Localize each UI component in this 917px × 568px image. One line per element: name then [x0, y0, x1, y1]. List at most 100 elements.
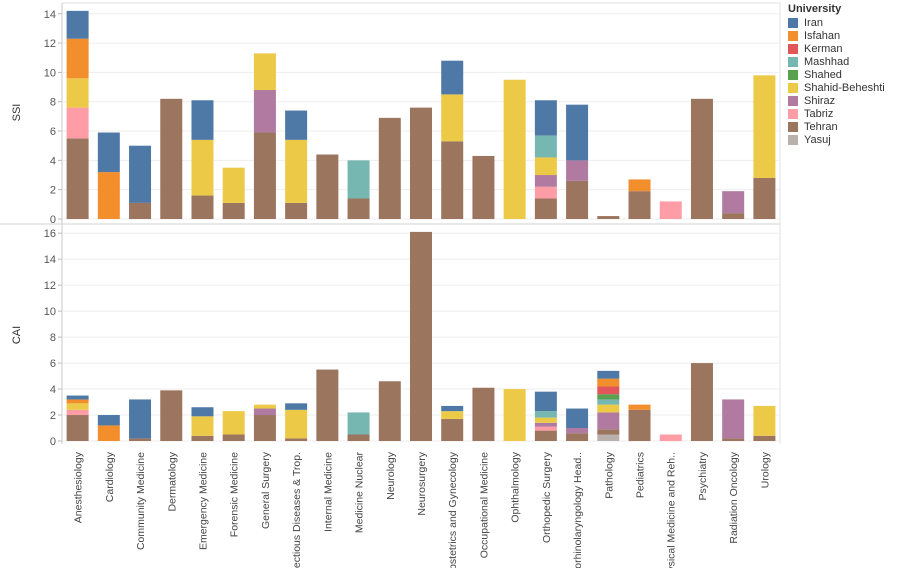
- bar-cai-infectious-diseases-trop-iran: [285, 403, 308, 410]
- bar-ssi-emergency-medicine-shahid-beheshti: [191, 139, 214, 196]
- bar-ssi-forensic-medicine-shahid-beheshti: [222, 167, 245, 203]
- x-tick-label-general-surgery: General Surgery: [260, 451, 272, 529]
- bar-cai-pathology-yasuj: [597, 434, 620, 441]
- bar-cai-ophthalmology-shahid-beheshti: [503, 389, 526, 441]
- legend-label-shiraz: Shiraz: [804, 95, 836, 108]
- bar-ssi-otorhinolaryngology-head-shiraz: [566, 160, 589, 181]
- legend-item-yasuj: Yasuj: [788, 134, 913, 147]
- legend-swatch-kerman: [788, 43, 798, 54]
- legend-swatch-tehran: [788, 122, 798, 133]
- bar-cai-neurology-tehran: [378, 381, 401, 441]
- y-tick-label-ssi-14: 14: [44, 9, 56, 21]
- legend-items: Iran Isfahan Kerman Mashhad Shahed Shahid-Beh…: [788, 16, 913, 147]
- bar-ssi-infectious-diseases-trop-iran: [285, 110, 308, 140]
- legend-label-shahed: Shahed: [804, 68, 842, 81]
- bar-cai-orthopedic-surgery-tehran: [534, 430, 557, 441]
- x-tick-label-internal-medicine: Internal Medicine: [322, 452, 334, 532]
- bar-ssi-anesthesiology-isfahan: [66, 38, 89, 79]
- x-tick-label-medicine-nuclear: Medicine Nuclear: [354, 452, 366, 534]
- bar-cai-obstetrics-and-gynecology-iran: [441, 405, 464, 412]
- legend-item-iran: Iran: [788, 16, 913, 29]
- legend-label-yasuj: Yasuj: [804, 134, 831, 147]
- bar-cai-dermatology-tehran: [160, 390, 183, 441]
- legend-title: University: [788, 3, 842, 15]
- bar-cai-general-surgery-tehran: [253, 415, 276, 441]
- legend-item-tabriz: Tabriz: [788, 108, 913, 121]
- bar-cai-community-medicine-tehran: [129, 438, 152, 441]
- bar-cai-medicine-nuclear-tehran: [347, 434, 370, 441]
- bar-ssi-radiation-oncology-tehran: [722, 213, 745, 219]
- x-tick-label-occupational-medicine: Occupational Medicine: [478, 452, 490, 558]
- legend-swatch-iran: [788, 17, 798, 28]
- bar-cai-cardiology-iran: [97, 415, 120, 426]
- bar-ssi-occupational-medicine-tehran: [472, 155, 495, 219]
- bar-ssi-urology-shahid-beheshti: [753, 75, 776, 178]
- legend-swatch-shiraz: [788, 96, 798, 107]
- bar-cai-internal-medicine-tehran: [316, 369, 339, 441]
- x-tick-label-cardiology: Cardiology: [104, 451, 116, 502]
- legend-label-isfahan: Isfahan: [804, 29, 841, 42]
- bar-ssi-physical-medicine-and-reh-tabriz: [659, 201, 682, 219]
- bar-cai-orthopedic-surgery-tabriz: [534, 426, 557, 431]
- bar-cai-radiation-oncology-shiraz: [722, 399, 745, 439]
- bar-cai-pediatrics-isfahan: [628, 404, 651, 410]
- bar-cai-pathology-iran: [597, 370, 620, 379]
- x-tick-label-psychiatry: Psychiatry: [697, 451, 709, 500]
- bar-ssi-anesthesiology-tabriz: [66, 107, 89, 139]
- bar-ssi-cardiology-iran: [97, 132, 120, 173]
- legend: University Iran Isfahan Kerman Mashhad Shahe…: [788, 3, 913, 147]
- bar-cai-occupational-medicine-tehran: [472, 387, 495, 441]
- bar-cai-community-medicine-iran: [129, 399, 152, 439]
- x-tick-label-infectious-diseases-trop: Infectious Diseases & Trop.: [291, 452, 303, 568]
- x-tick-label-emergency-medicine: Emergency Medicine: [197, 452, 209, 550]
- bar-ssi-obstetrics-and-gynecology-iran: [441, 60, 464, 95]
- x-tick-label-pathology: Pathology: [603, 451, 615, 498]
- legend-label-shahid-beheshti: Shahid-Beheshti: [804, 82, 885, 95]
- bar-cai-urology-shahid-beheshti: [753, 405, 776, 436]
- legend-item-shiraz: Shiraz: [788, 95, 913, 108]
- bar-ssi-orthopedic-surgery-shahid-beheshti: [534, 157, 557, 176]
- bar-ssi-emergency-medicine-tehran: [191, 195, 214, 219]
- y-tick-label-ssi-0: 0: [50, 214, 56, 226]
- bar-cai-pediatrics-tehran: [628, 409, 651, 441]
- legend-label-tabriz: Tabriz: [804, 108, 834, 121]
- x-tick-label-pediatrics: Pediatrics: [635, 452, 647, 498]
- bar-cai-pathology-isfahan: [597, 378, 620, 387]
- bar-cai-pathology-tehran: [597, 429, 620, 435]
- y-tick-label-cai-14: 14: [44, 254, 56, 266]
- x-tick-label-obstetrics-and-gynecology: Obstetrics and Gynecology: [447, 451, 459, 568]
- legend-swatch-tabriz: [788, 109, 798, 120]
- bar-cai-general-surgery-shahid-beheshti: [253, 404, 276, 409]
- x-tick-label-physical-medicine-and-reh: Physical Medicine and Reh..: [666, 452, 678, 568]
- bar-cai-emergency-medicine-shahid-beheshti: [191, 416, 214, 436]
- y-tick-label-cai-2: 2: [50, 410, 56, 422]
- legend-item-tehran: Tehran: [788, 121, 913, 134]
- bar-cai-anesthesiology-tehran: [66, 415, 89, 441]
- bar-cai-pathology-shahid-beheshti: [597, 404, 620, 413]
- y-tick-label-cai-10: 10: [44, 306, 56, 318]
- x-tick-label-community-medicine: Community Medicine: [135, 452, 147, 550]
- panel-label-ssi: SSI: [11, 104, 23, 122]
- y-tick-label-ssi-10: 10: [44, 67, 56, 79]
- x-tick-label-orthopedic-surgery: Orthopedic Surgery: [541, 451, 553, 543]
- x-tick-label-otorhinolaryngology-head: Otorhinolaryngology Head..: [572, 452, 584, 568]
- bar-cai-pathology-mashhad: [597, 399, 620, 405]
- legend-item-kerman: Kerman: [788, 42, 913, 55]
- legend-swatch-shahed: [788, 69, 798, 80]
- legend-swatch-yasuj: [788, 135, 798, 146]
- bar-cai-physical-medicine-and-reh-tabriz: [659, 434, 682, 441]
- bar-cai-orthopedic-surgery-shiraz: [534, 422, 557, 427]
- bar-ssi-neurology-tehran: [378, 117, 401, 219]
- legend-label-kerman: Kerman: [804, 42, 843, 55]
- legend-item-shahid-beheshti: Shahid-Beheshti: [788, 81, 913, 94]
- bar-ssi-orthopedic-surgery-mashhad: [534, 135, 557, 158]
- bar-ssi-radiation-oncology-shiraz: [722, 191, 745, 214]
- y-tick-label-ssi-12: 12: [44, 38, 56, 50]
- y-tick-label-ssi-8: 8: [50, 97, 56, 109]
- bar-cai-pathology-kerman: [597, 386, 620, 395]
- legend-item-shahed: Shahed: [788, 68, 913, 81]
- bar-cai-otorhinolaryngology-head-iran: [566, 408, 589, 429]
- bar-ssi-forensic-medicine-tehran: [222, 202, 245, 219]
- bar-cai-forensic-medicine-tehran: [222, 434, 245, 441]
- bar-ssi-general-surgery-shiraz: [253, 90, 276, 133]
